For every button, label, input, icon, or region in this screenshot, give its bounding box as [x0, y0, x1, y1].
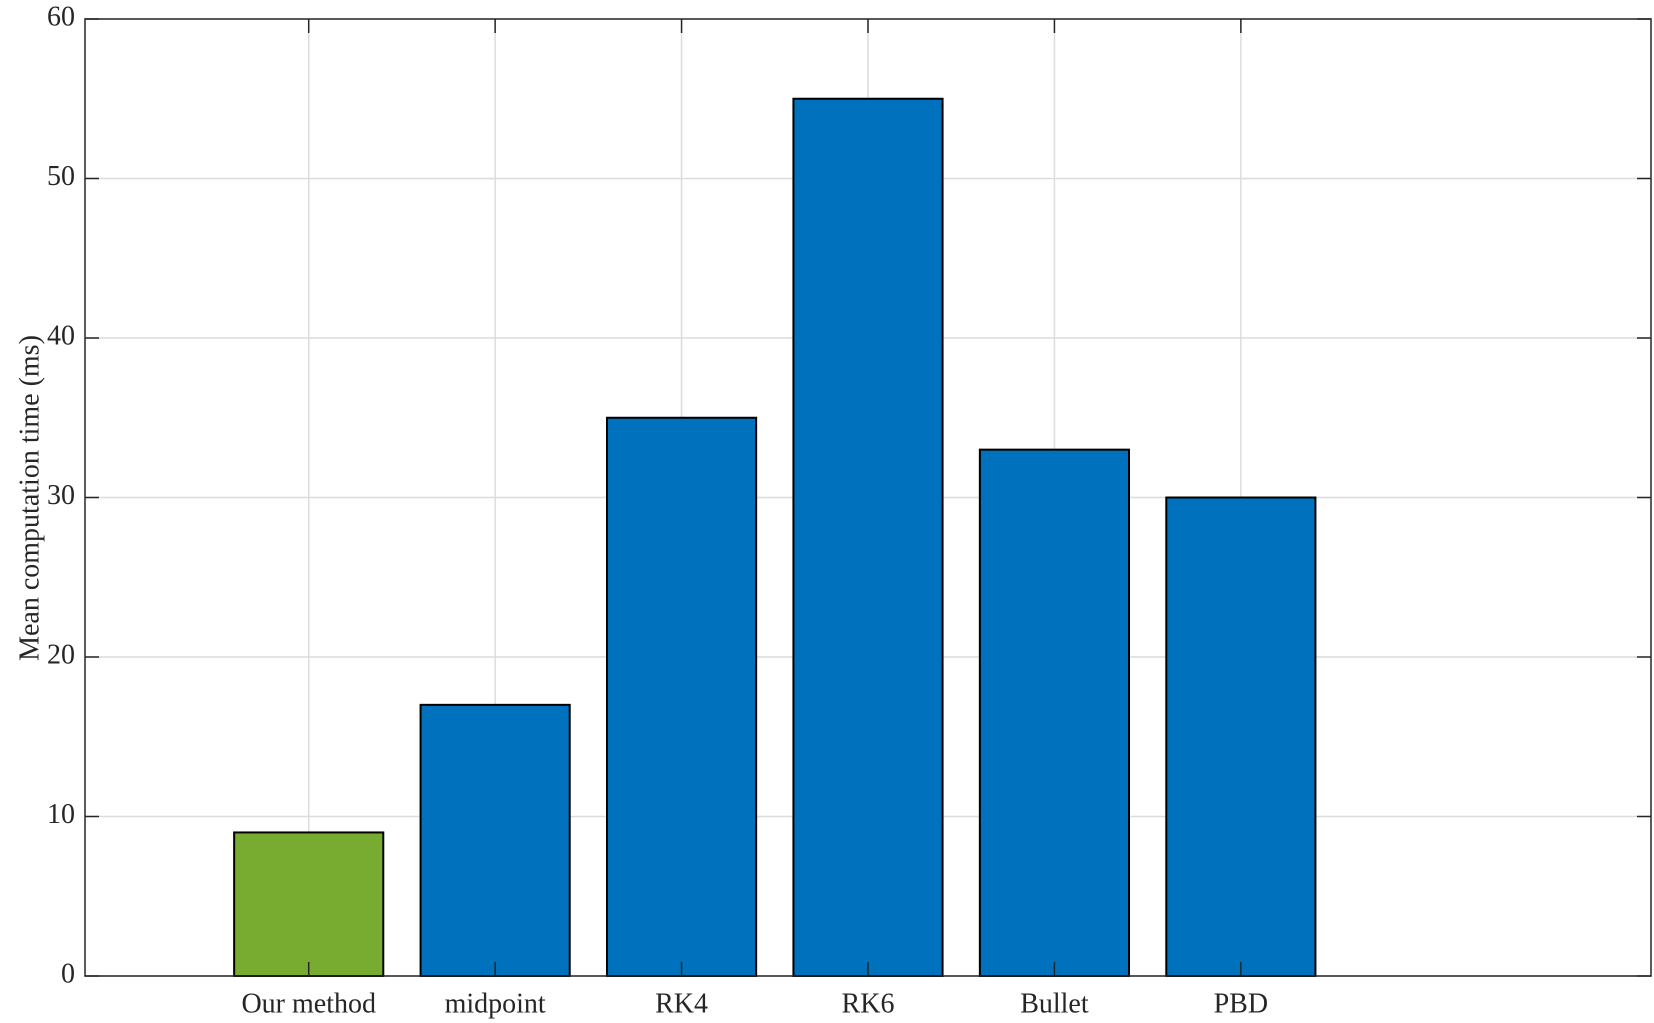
x-tick-label: PBD [1214, 988, 1268, 1019]
y-tick-label: 10 [47, 799, 75, 830]
x-tick-label: RK6 [842, 988, 895, 1019]
y-tick-label: 40 [47, 320, 75, 351]
y-tick-label: 30 [47, 480, 75, 511]
x-tick-label: RK4 [655, 988, 708, 1019]
bar [419, 703, 571, 977]
y-tick-label: 0 [61, 958, 75, 989]
y-tick-label: 50 [47, 161, 75, 192]
bar [978, 448, 1130, 977]
bar [1165, 496, 1317, 977]
y-tick-label: 20 [47, 639, 75, 670]
bar [233, 831, 385, 978]
x-tick-label: Bullet [1020, 988, 1089, 1019]
plot-frame [84, 18, 1652, 977]
bar [606, 416, 758, 977]
x-tick-label: Our method [241, 988, 376, 1019]
bar [792, 97, 944, 977]
y-axis-label: Mean computation time (ms) [14, 335, 45, 661]
y-tick-label: 60 [47, 1, 75, 32]
x-tick-label: midpoint [445, 988, 546, 1019]
